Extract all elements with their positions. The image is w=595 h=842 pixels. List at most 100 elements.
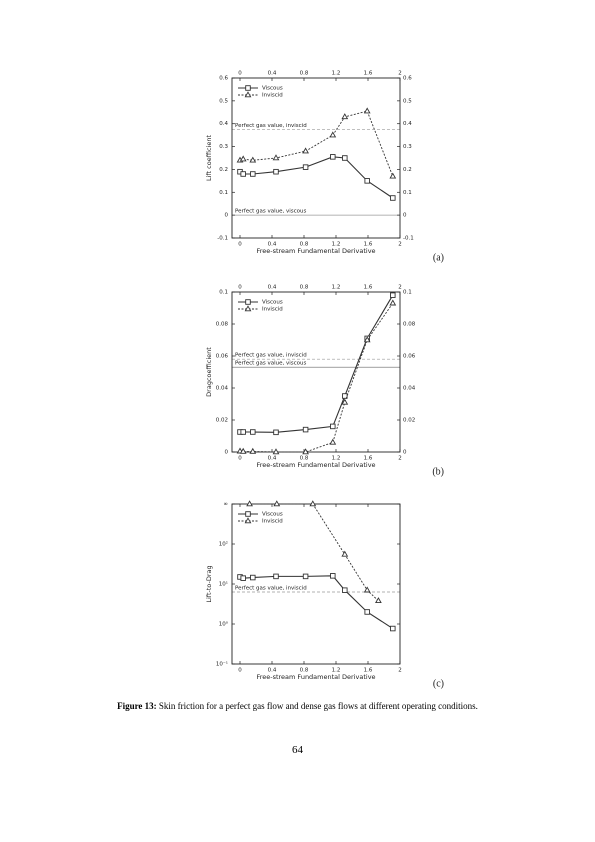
series-line <box>249 503 379 602</box>
series-line <box>239 302 394 453</box>
series-line <box>239 110 394 177</box>
marker <box>329 438 337 445</box>
y-tick-label: 0.2 <box>403 167 412 173</box>
x-axis-title: Free-stream Fundamental Derivative <box>256 247 375 255</box>
marker <box>364 609 370 615</box>
marker <box>240 575 246 581</box>
marker <box>390 195 396 201</box>
y-tick-label: 0 <box>403 450 407 456</box>
marker <box>273 429 279 436</box>
y-tick-label: 0.1 <box>403 290 412 296</box>
y-axis-title: Dragcoefficient <box>205 347 213 397</box>
legend-label: Viscous <box>262 86 283 92</box>
y-tick-label: 0.5 <box>219 98 228 104</box>
marker <box>375 597 382 604</box>
marker <box>341 550 349 557</box>
x-axis-title: Free-stream Fundamental Derivative <box>256 461 375 469</box>
y-tick-label: -0.1 <box>217 236 228 242</box>
x-tick-label: 2 <box>398 668 402 674</box>
y-tick-label: 0.04 <box>216 386 229 392</box>
x-tick-label: 0.8 <box>300 242 309 248</box>
marker <box>342 587 348 593</box>
y-tick-label: 10¹ <box>219 581 228 588</box>
panel-label: (b) <box>432 466 444 477</box>
y-tick-label: 0.2 <box>219 167 228 173</box>
y-tick-label: 0.08 <box>403 322 416 328</box>
y-tick-label: 0.3 <box>219 144 228 150</box>
marker <box>302 147 309 154</box>
y-tick-label: 0.06 <box>403 354 416 360</box>
legend-label: Viscous <box>262 300 283 306</box>
y-tick-label: ∞ <box>223 502 228 508</box>
x-tick-label: 0.4 <box>268 285 277 291</box>
y-axis-title: Lift-to-Drag <box>205 565 213 602</box>
reference-label: Perfect gas value, inviscid <box>235 123 307 129</box>
marker <box>240 429 246 435</box>
marker <box>272 448 280 455</box>
y-axis-title: Lift coefficient <box>205 135 213 182</box>
legend-marker <box>245 511 251 517</box>
marker <box>302 573 309 580</box>
reference-label: Perfect gas value, viscous <box>235 209 307 215</box>
plot-frame <box>231 503 401 665</box>
marker <box>273 573 279 580</box>
marker <box>390 625 396 632</box>
x-tick-label: 1.6 <box>364 285 373 291</box>
x-tick-label: 0.8 <box>300 668 309 674</box>
legend-marker <box>244 517 252 524</box>
marker <box>363 586 371 593</box>
marker <box>273 500 281 507</box>
legend-label: Viscous <box>262 512 283 518</box>
x-tick-label: 0.4 <box>268 242 277 248</box>
x-tick-label: 1.2 <box>332 456 341 462</box>
marker <box>302 448 309 455</box>
plot-frame <box>231 77 401 239</box>
y-tick-label: 10⁻¹ <box>216 661 228 668</box>
x-tick-label: 0 <box>238 668 242 674</box>
marker <box>272 154 280 161</box>
x-tick-label: 2 <box>398 71 402 77</box>
marker <box>342 155 348 161</box>
legend-marker <box>244 305 252 312</box>
y-tick-label: 0.6 <box>219 76 228 82</box>
x-tick-label: 1.6 <box>364 456 373 462</box>
x-tick-label: 0 <box>238 242 242 248</box>
x-tick-label: 0.8 <box>300 71 309 77</box>
marker <box>302 164 309 170</box>
marker <box>249 447 257 454</box>
x-tick-label: 1.6 <box>364 71 373 77</box>
marker <box>250 171 256 177</box>
y-tick-label: 0.1 <box>219 190 228 196</box>
x-tick-label: 0 <box>238 456 242 462</box>
marker <box>330 154 336 160</box>
reference-label: Perfect gas value, inviscid <box>235 353 307 359</box>
y-tick-label: 0.02 <box>403 418 415 424</box>
y-tick-label: 0.02 <box>216 418 228 424</box>
marker <box>330 423 336 430</box>
x-tick-label: 1.2 <box>332 242 341 248</box>
y-tick-label: 0 <box>225 213 229 219</box>
legend-marker <box>245 85 251 91</box>
legend-marker <box>244 91 252 98</box>
y-tick-label: 0.3 <box>403 144 412 150</box>
caption-label: Figure 13: <box>117 701 157 711</box>
marker <box>249 156 257 163</box>
reference-label: Perfect gas value, inviscid <box>235 586 307 592</box>
series-line <box>239 156 394 199</box>
marker <box>302 426 309 433</box>
marker <box>363 107 371 114</box>
marker <box>239 155 247 162</box>
marker <box>329 131 337 138</box>
legend-label: Inviscid <box>262 519 283 525</box>
x-tick-label: 1.6 <box>364 242 373 248</box>
marker <box>240 171 246 177</box>
marker <box>273 168 279 175</box>
marker <box>309 500 317 507</box>
y-tick-label: 0.1 <box>219 290 228 296</box>
legend-label: Inviscid <box>262 307 283 313</box>
reference-label: Perfect gas value, viscous <box>235 361 307 367</box>
marker <box>341 398 349 405</box>
x-tick-label: 1.2 <box>332 71 341 77</box>
x-tick-label: 1.6 <box>364 668 373 674</box>
